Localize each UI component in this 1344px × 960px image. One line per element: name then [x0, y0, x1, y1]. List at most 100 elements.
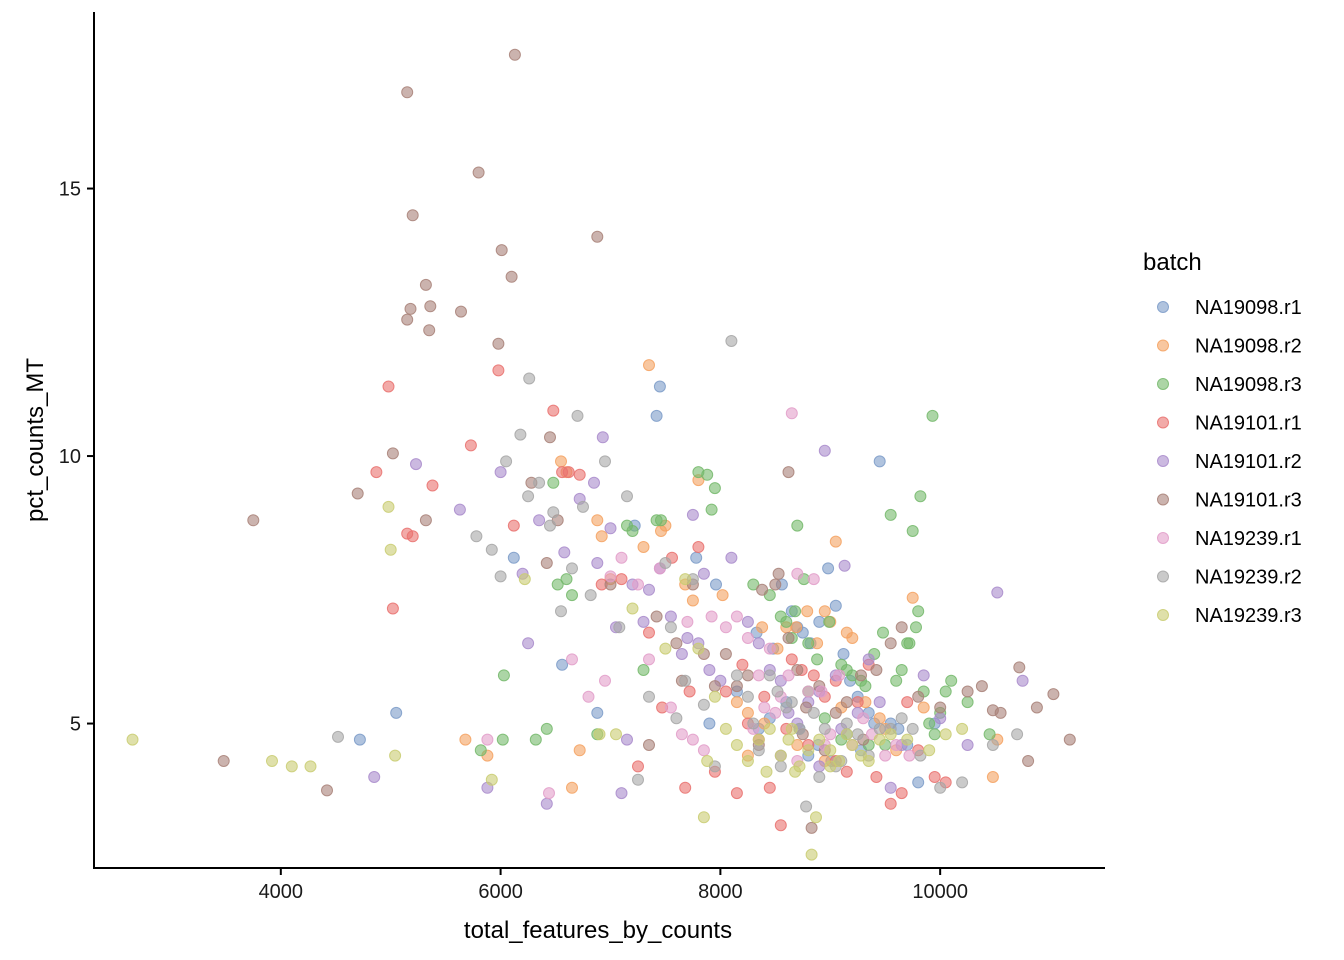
data-point — [917, 669, 930, 682]
legend-label: NA19098.r1 — [1195, 297, 1302, 319]
data-point — [719, 722, 732, 735]
data-point — [681, 632, 694, 644]
data-point — [481, 733, 494, 746]
data-point — [945, 674, 958, 687]
data-point — [956, 722, 969, 735]
legend-swatch — [1157, 416, 1169, 429]
data-point — [533, 476, 546, 489]
data-point — [708, 482, 721, 495]
data-point — [518, 573, 531, 586]
data-point — [758, 701, 771, 714]
data-point — [495, 244, 508, 257]
data-point — [895, 712, 908, 725]
data-point — [903, 749, 916, 762]
data-point — [928, 771, 941, 783]
data-point — [522, 490, 535, 503]
data-point — [912, 690, 925, 703]
data-point — [838, 559, 851, 572]
data-point — [697, 744, 710, 757]
data-point — [419, 514, 432, 527]
data-point — [774, 760, 787, 773]
data-point — [496, 733, 509, 746]
data-point — [752, 637, 765, 650]
legend-label: NA19101.r2 — [1195, 451, 1302, 473]
data-point — [873, 696, 886, 709]
data-point — [813, 771, 826, 783]
data-point — [401, 313, 414, 326]
data-point — [424, 300, 437, 313]
data-point — [926, 409, 939, 422]
data-point — [621, 733, 633, 746]
data-point — [686, 508, 699, 521]
data-point — [485, 773, 498, 786]
data-point — [884, 637, 897, 650]
data-point — [789, 605, 802, 618]
legend-label: NA19098.r2 — [1195, 336, 1302, 358]
data-point — [719, 621, 732, 634]
data-point — [632, 760, 644, 773]
data-point — [802, 744, 815, 757]
data-point — [615, 573, 628, 586]
data-point — [599, 455, 611, 468]
data-point — [782, 632, 795, 644]
data-point — [934, 781, 947, 794]
data-point — [453, 503, 466, 516]
data-point — [763, 642, 776, 655]
data-point — [701, 755, 714, 767]
data-point — [540, 797, 553, 810]
data-point — [1063, 733, 1076, 746]
data-point — [507, 551, 520, 564]
data-point — [903, 637, 916, 650]
data-point — [719, 648, 732, 660]
data-point — [747, 578, 760, 591]
data-point — [247, 514, 260, 527]
data-point — [1016, 674, 1029, 687]
data-point — [494, 570, 507, 583]
data-point — [939, 685, 952, 698]
data-point — [846, 739, 859, 751]
data-point — [472, 166, 485, 179]
data-point — [566, 653, 578, 666]
data-point — [906, 722, 919, 735]
data-point — [390, 706, 403, 719]
data-point — [774, 819, 787, 832]
data-point — [741, 632, 754, 644]
data-point — [763, 722, 776, 735]
data-point — [566, 781, 578, 794]
data-point — [615, 787, 628, 800]
data-point — [807, 706, 820, 719]
data-point — [837, 648, 850, 660]
data-point — [813, 733, 826, 746]
data-point — [217, 755, 230, 767]
data-point — [459, 733, 472, 746]
data-point — [351, 487, 364, 500]
data-point — [406, 209, 419, 222]
data-point — [643, 359, 655, 372]
data-point — [884, 508, 897, 521]
data-point — [805, 848, 818, 861]
data-point — [730, 669, 743, 682]
data-point — [591, 706, 604, 719]
data-point — [991, 586, 1004, 599]
data-point — [870, 664, 883, 676]
data-point — [785, 696, 798, 709]
data-point — [621, 490, 633, 503]
data-point — [507, 519, 520, 532]
legend-swatch — [1157, 493, 1169, 506]
data-point — [708, 680, 721, 693]
data-point — [386, 447, 399, 460]
data-point — [522, 637, 535, 650]
data-point — [763, 781, 776, 794]
x-axis-title: total_features_by_counts — [464, 917, 732, 944]
data-point — [679, 781, 692, 794]
data-point — [492, 364, 505, 377]
data-point — [643, 739, 655, 751]
data-point — [741, 706, 754, 719]
data-point — [1047, 688, 1060, 701]
data-point — [595, 530, 608, 543]
data-point — [1022, 755, 1035, 767]
y-axis-title: pct_counts_MT — [22, 358, 49, 522]
data-point — [771, 685, 784, 698]
x-tick-label: 10000 — [912, 881, 968, 903]
